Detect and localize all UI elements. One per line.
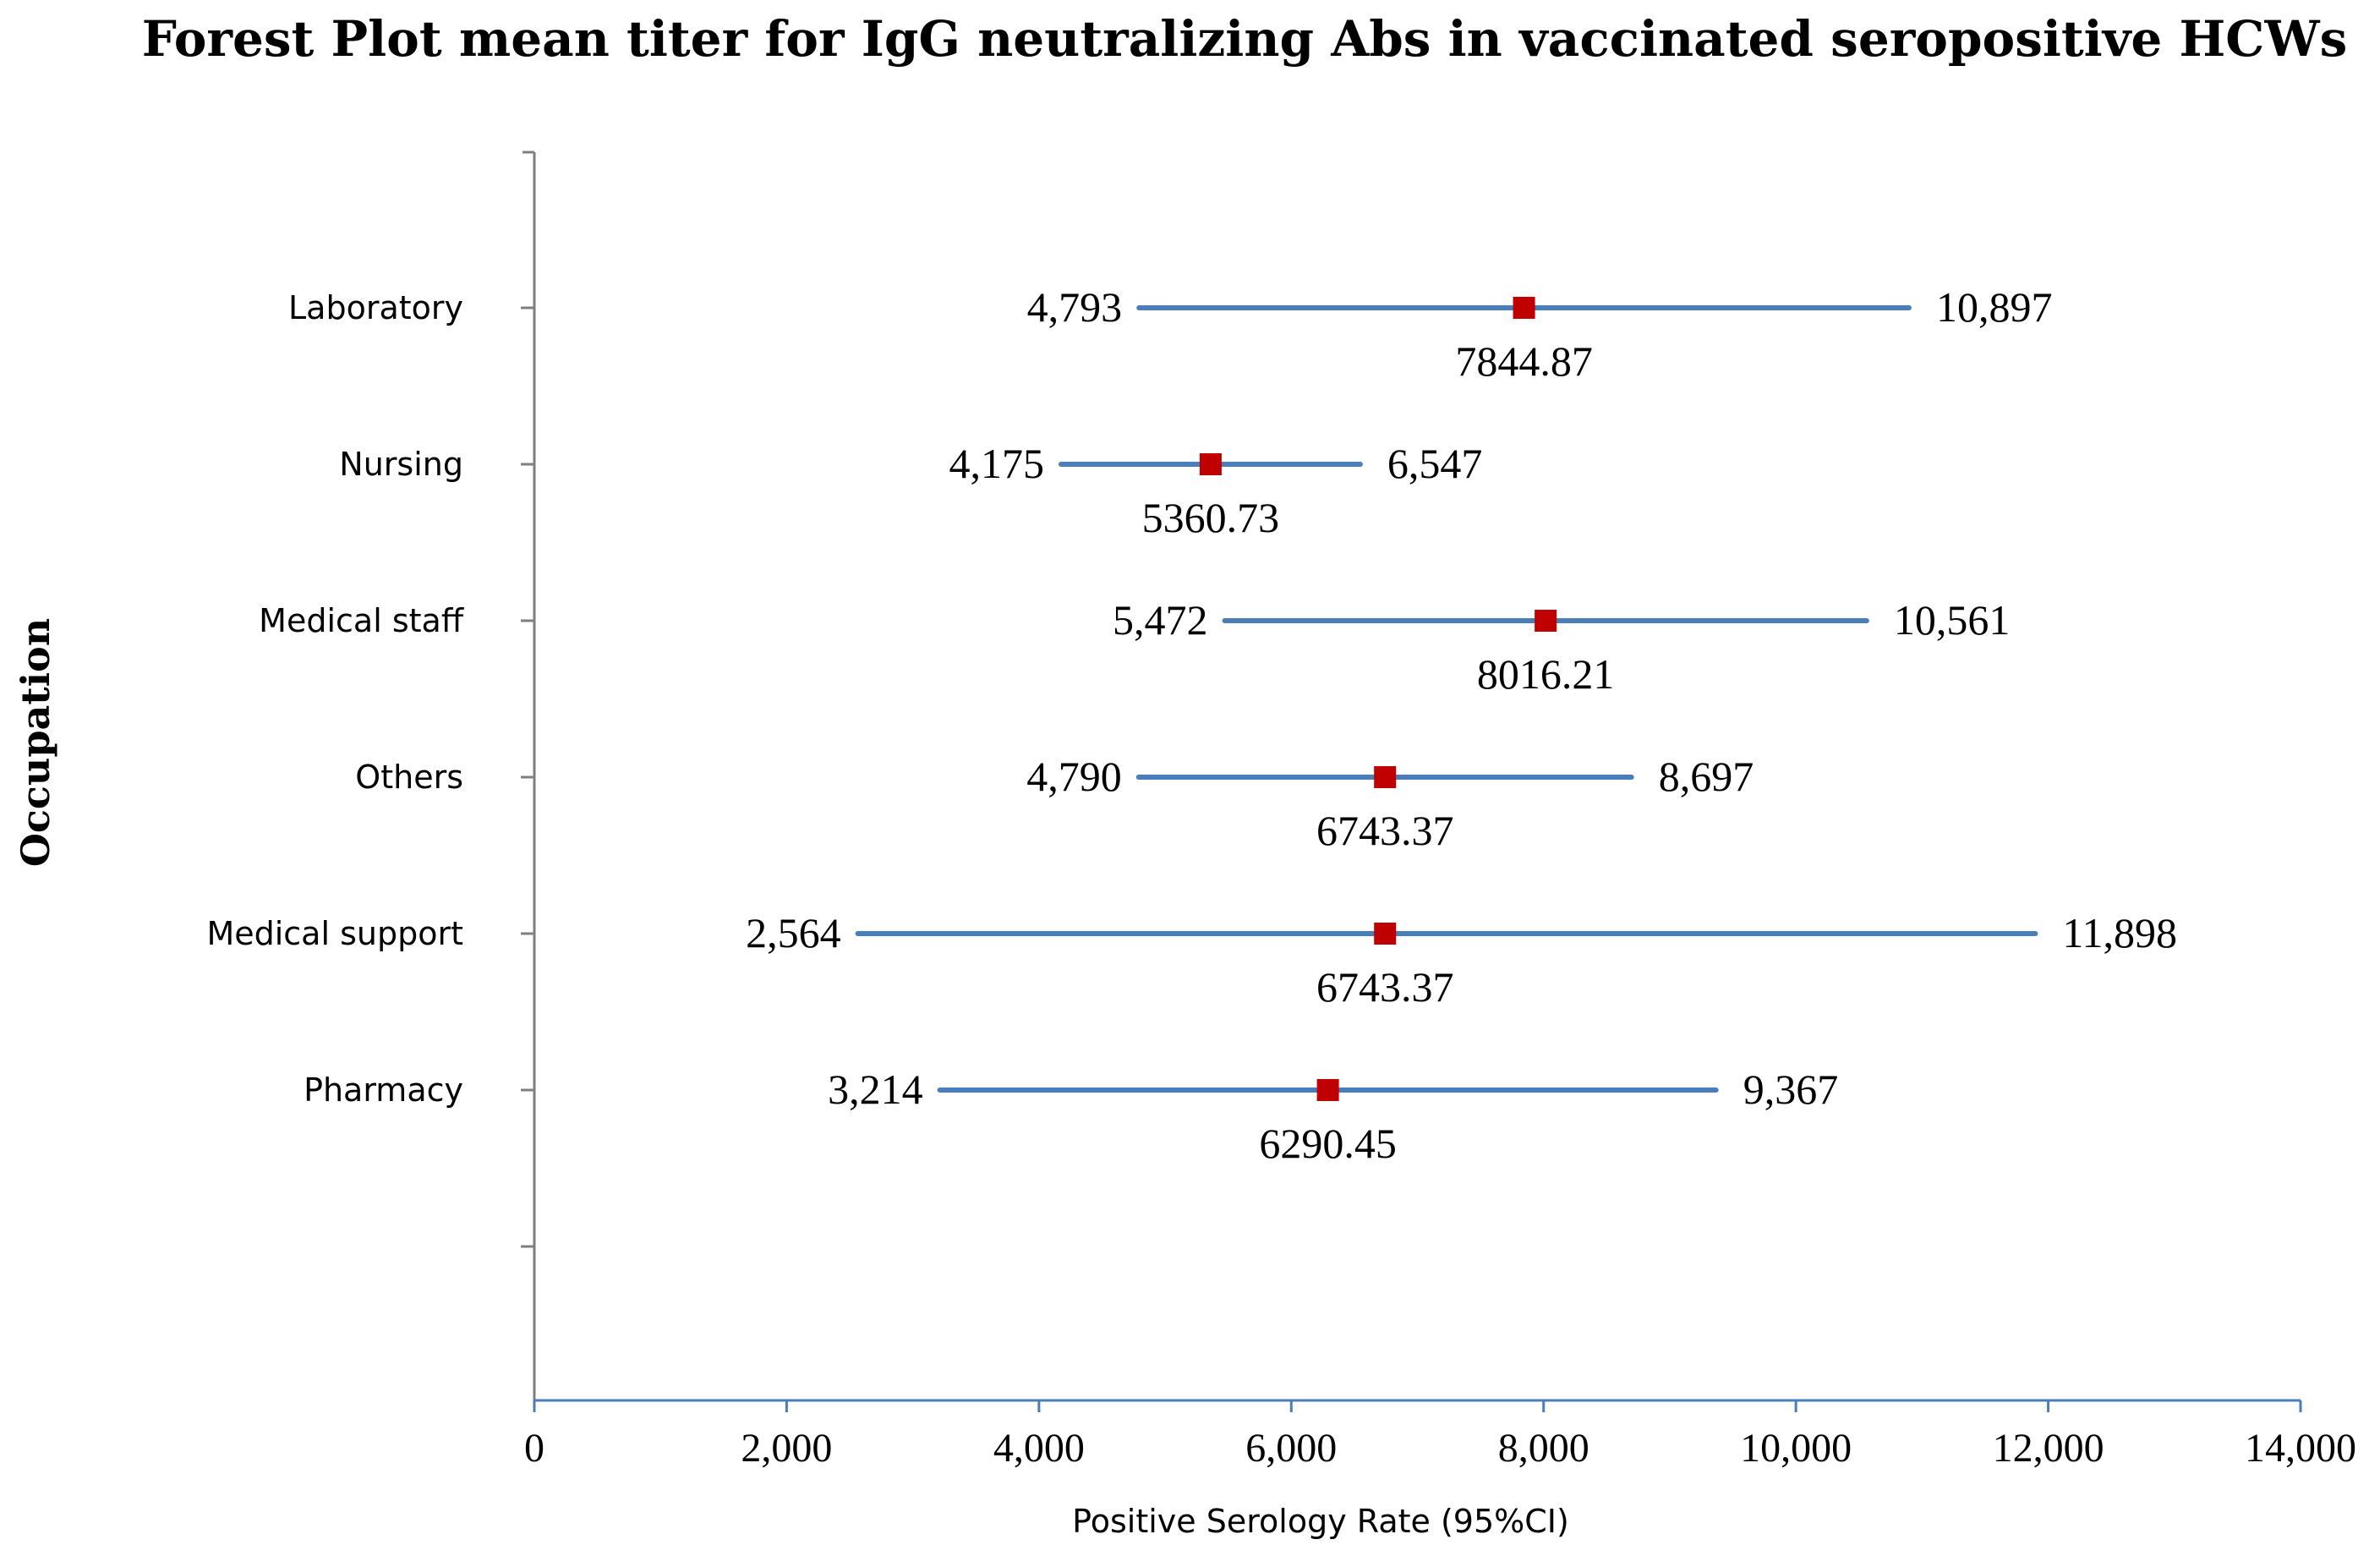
row-medical-support: 2,564 11,898 6743.37 [746,909,2177,1011]
mean-marker [1513,297,1535,319]
y-tick-label: Nursing [339,446,463,483]
y-axis-title: Occupation [13,618,58,867]
x-axis-title: Positive Serology Rate (95%CI) [1072,1503,1569,1540]
row-laboratory: 4,793 10,897 7844.87 [1027,283,2053,385]
lower-bound-label: 4,175 [949,440,1044,487]
chart-title: Forest Plot mean titer for IgG neutraliz… [142,10,2348,68]
row-nursing: 4,175 6,547 5360.73 [949,440,1482,541]
upper-bound-label: 11,898 [2062,909,2177,956]
mean-marker [1316,1079,1339,1101]
upper-bound-label: 10,897 [1936,283,2053,331]
upper-bound-label: 10,561 [1894,596,2011,644]
x-ticks: 0 2,000 4,000 6,000 8,000 10,000 12,000 14,000 [524,1400,2356,1471]
lower-bound-label: 5,472 [1113,596,1208,644]
lower-bound-label: 4,790 [1026,753,1122,800]
y-tick-label: Others [355,759,463,796]
lower-bound-label: 4,793 [1027,283,1123,331]
mean-label: 6743.37 [1316,963,1454,1011]
x-tick-label: 12,000 [1993,1426,2104,1471]
lower-bound-label: 3,214 [828,1066,923,1113]
x-tick-label: 0 [524,1426,544,1471]
mean-label: 6290.45 [1259,1120,1397,1167]
row-medical-staff: 5,472 10,561 8016.21 [1113,596,2010,698]
y-ticks: Laboratory Nursing Medical staff Others Medi… [206,289,534,1248]
upper-bound-label: 9,367 [1743,1066,1839,1113]
mean-marker [1199,453,1222,475]
mean-label: 8016.21 [1477,650,1615,698]
lower-bound-label: 2,564 [746,909,841,956]
mean-label: 7844.87 [1455,337,1593,385]
mean-label: 5360.73 [1142,494,1280,541]
mean-marker [1374,766,1397,788]
x-tick-label: 14,000 [2245,1426,2356,1471]
row-others: 4,790 8,697 6743.37 [1026,753,1754,854]
y-tick-label: Medical support [206,915,463,952]
data-rows: 4,793 10,897 7844.87 4,175 6,547 5360.73 5,472… [746,283,2177,1167]
x-tick-label: 8,000 [1498,1426,1589,1471]
upper-bound-label: 6,547 [1387,440,1483,487]
x-tick-label: 10,000 [1740,1426,1852,1471]
upper-bound-label: 8,697 [1659,753,1754,800]
row-pharmacy: 3,214 9,367 6290.45 [828,1066,1838,1167]
x-tick-label: 6,000 [1245,1426,1337,1471]
x-tick-label: 2,000 [741,1426,832,1471]
y-tick-label: Medical staff [259,602,464,639]
mean-label: 6743.37 [1316,807,1454,854]
x-tick-label: 4,000 [993,1426,1085,1471]
y-tick-label: Pharmacy [304,1071,463,1109]
mean-marker [1535,610,1557,632]
y-tick-label: Laboratory [288,289,463,326]
mean-marker [1374,923,1397,945]
